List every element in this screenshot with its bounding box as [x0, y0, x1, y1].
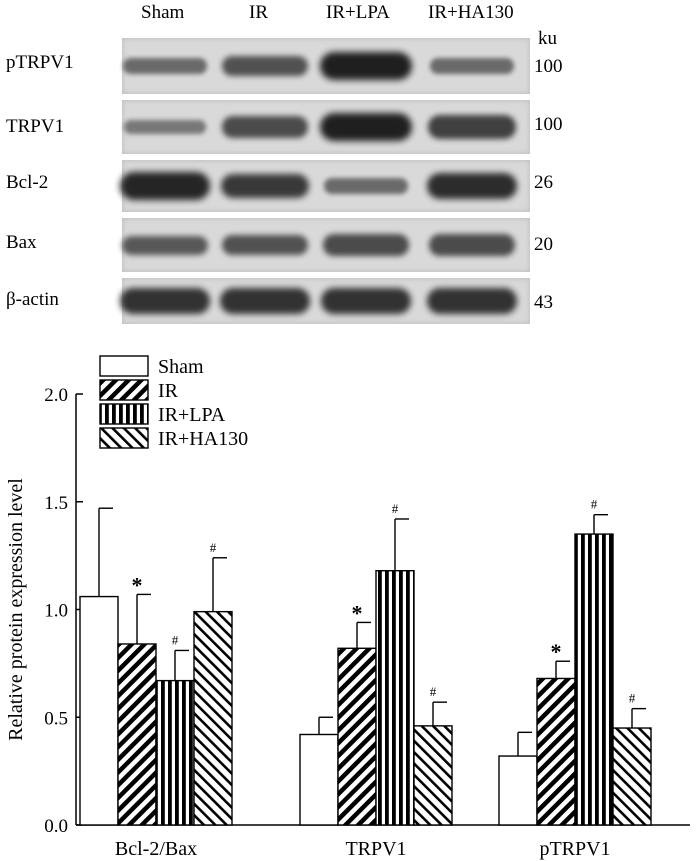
legend-label: IR+LPA: [158, 404, 226, 426]
legend-swatch: [99, 379, 149, 401]
western-blot-panel: Sham IR IR+LPA IR+HA130 ku pTRPV1 TRPV1 …: [0, 0, 700, 340]
legend-swatch: [99, 403, 149, 425]
lane-label-sham: Sham: [141, 2, 185, 23]
blot-band: [321, 288, 411, 314]
blot-band: [430, 58, 514, 74]
blot-band: [320, 112, 412, 142]
blot-strip-beta-actin: [120, 278, 530, 324]
lane-label-ir-ha130: IR+HA130: [428, 2, 514, 23]
significance-mark: #: [392, 501, 399, 516]
legend-label: Sham: [158, 356, 204, 378]
bar: [337, 647, 377, 826]
blot-band: [220, 288, 310, 314]
y-tick-label: 0.0: [44, 816, 68, 837]
bar: [155, 679, 195, 826]
significance-mark: #: [591, 497, 598, 512]
legend-label: IR: [158, 380, 179, 402]
blot-band: [123, 58, 207, 74]
blot-band: [427, 288, 517, 314]
blot-strip-bcl2: [119, 160, 530, 212]
bar: [413, 725, 453, 826]
bar: [79, 595, 119, 826]
kd-label-ptrpv1: 100: [534, 56, 563, 77]
significance-mark: #: [172, 632, 179, 647]
y-tick-label: 1.5: [44, 493, 68, 514]
bar: [536, 677, 576, 826]
blot-band: [119, 172, 211, 200]
row-label-bcl2: Bcl-2: [6, 172, 49, 193]
blot-band: [222, 234, 308, 256]
row-label-ptrpv1: pTRPV1: [6, 52, 74, 73]
blot-band: [222, 55, 308, 77]
bar: [612, 727, 652, 826]
significance-mark: #: [210, 540, 217, 555]
lane-label-ir-lpa: IR+LPA: [326, 2, 390, 23]
bar: [498, 755, 538, 826]
row-label-bax: Bax: [6, 232, 37, 253]
significance-mark: #: [430, 684, 437, 699]
legend-label: IR+HA130: [158, 428, 248, 450]
kd-label-bcl2: 26: [534, 172, 553, 193]
blot-band: [124, 120, 206, 134]
y-tick-label: 2.0: [44, 385, 68, 406]
legend-swatch: [99, 355, 149, 377]
blot-strip-ptrpv1: [122, 38, 530, 94]
blot-band: [122, 235, 208, 255]
y-axis-label: Relative protein expression level: [5, 478, 27, 741]
blot-band: [428, 234, 516, 256]
significance-mark: *: [352, 600, 363, 625]
blot-band: [220, 173, 310, 199]
y-tick-label: 1.0: [44, 601, 68, 622]
blot-band: [427, 172, 517, 200]
blot-band: [428, 115, 516, 139]
blot-band: [221, 116, 309, 138]
row-label-beta-actin: β-actin: [6, 289, 59, 310]
lane-label-ir: IR: [249, 2, 268, 23]
x-category-label: Bcl-2/Bax: [115, 838, 197, 860]
bar: [193, 610, 233, 826]
blot-band: [324, 178, 408, 194]
x-category-label: pTRPV1: [539, 838, 610, 860]
significance-mark: *: [551, 639, 562, 664]
kd-unit-label: ku: [538, 28, 557, 49]
y-tick-label: 0.5: [44, 708, 68, 729]
blot-band: [120, 288, 210, 314]
x-category-label: TRPV1: [345, 838, 406, 860]
bar: [574, 533, 614, 826]
row-label-trpv1: TRPV1: [6, 116, 65, 137]
kd-label-trpv1: 100: [534, 114, 563, 135]
blot-strip-trpv1: [122, 100, 530, 154]
kd-label-bax: 20: [534, 234, 553, 255]
blot-strip-bax: [122, 218, 530, 272]
bar: [375, 570, 415, 826]
kd-label-beta-actin: 43: [534, 292, 553, 313]
bar: [117, 643, 157, 826]
blot-band: [322, 234, 410, 256]
blot-band: [320, 51, 412, 81]
legend-swatch: [99, 427, 149, 449]
bar: [299, 733, 339, 826]
bar-chart: 0.0 0.5 1.0 1.5 2.0 Relative protein expressi…: [5, 355, 690, 860]
significance-mark: #: [629, 691, 636, 706]
significance-mark: *: [132, 572, 143, 597]
